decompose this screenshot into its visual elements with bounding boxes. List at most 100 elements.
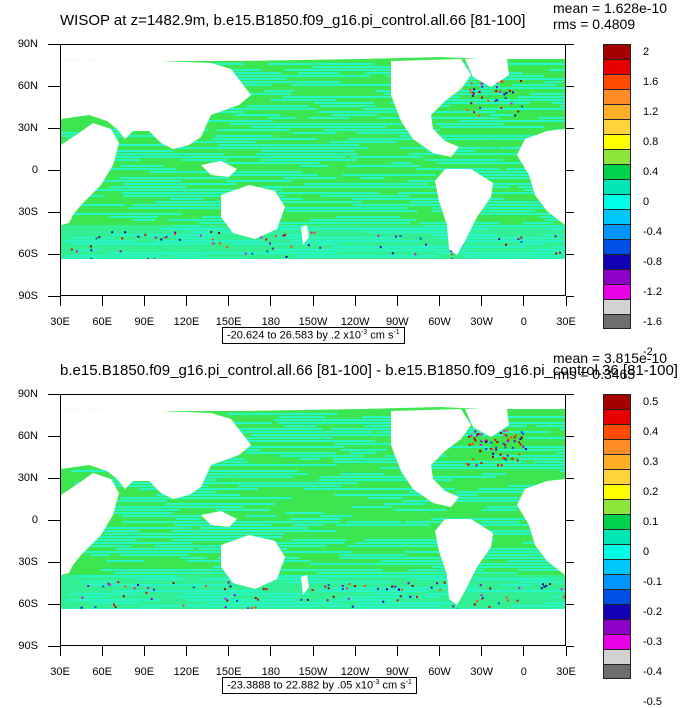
field-band xyxy=(242,530,337,532)
colorbar-label: 0.8 xyxy=(643,136,658,148)
field-band xyxy=(331,207,360,209)
field-speckle xyxy=(520,241,522,243)
field-band xyxy=(155,201,221,203)
field-band xyxy=(274,551,352,553)
field-speckle xyxy=(479,91,481,93)
field-band xyxy=(171,536,193,538)
field-band xyxy=(186,159,228,161)
x-tick-label: 0 xyxy=(521,666,527,678)
colorbar-box xyxy=(603,179,631,194)
field-speckle xyxy=(497,464,499,466)
field-band xyxy=(261,159,357,161)
colorbar-label: -0.8 xyxy=(643,256,662,268)
field-speckle xyxy=(496,86,498,88)
colorbar-label: 0.5 xyxy=(643,396,658,408)
field-band xyxy=(304,488,407,490)
field-band xyxy=(235,174,318,176)
field-speckle xyxy=(226,246,228,248)
field-speckle xyxy=(117,581,119,583)
colorbar-box xyxy=(603,134,631,149)
field-band xyxy=(284,425,317,427)
field-band xyxy=(71,470,106,472)
field-speckle xyxy=(90,249,92,251)
field-speckle xyxy=(468,464,470,466)
field-speckle xyxy=(473,111,475,113)
field-speckle xyxy=(386,588,388,590)
field-band xyxy=(290,518,341,520)
field-band xyxy=(341,449,387,451)
field-band xyxy=(560,470,565,472)
y-tick-right xyxy=(566,478,574,479)
field-speckle xyxy=(518,441,520,443)
field-speckle xyxy=(478,115,480,117)
field-band xyxy=(391,183,429,185)
field-band xyxy=(253,156,281,158)
field-speckle xyxy=(470,92,472,94)
x-tick xyxy=(186,296,187,306)
field-band xyxy=(261,186,360,188)
field-speckle xyxy=(265,588,267,590)
field-band xyxy=(461,446,491,448)
field-band xyxy=(264,90,294,92)
x-tick-label: 90W xyxy=(386,316,409,328)
field-band xyxy=(251,434,280,436)
field-speckle xyxy=(307,599,309,601)
x-tick-label: 90E xyxy=(135,666,155,678)
field-band xyxy=(546,120,565,122)
field-band xyxy=(482,509,517,511)
field-band xyxy=(121,165,164,167)
field-speckle xyxy=(479,107,481,109)
field-speckle xyxy=(245,253,247,255)
field-band xyxy=(368,497,403,499)
x-tick xyxy=(355,296,356,306)
colorbar-label: -0.4 xyxy=(643,226,662,238)
field-speckle xyxy=(491,448,493,450)
field-speckle xyxy=(324,586,326,588)
field-speckle xyxy=(354,585,356,587)
field-speckle xyxy=(225,606,227,608)
field-speckle xyxy=(134,587,136,589)
field-speckle xyxy=(290,246,292,248)
field-band xyxy=(235,108,293,110)
field-speckle xyxy=(473,88,475,90)
field-speckle xyxy=(507,455,509,457)
field-speckle xyxy=(173,582,175,584)
field-speckle xyxy=(482,597,484,599)
x-tick xyxy=(144,646,145,656)
field-speckle xyxy=(471,82,473,84)
field-band xyxy=(271,99,336,101)
field-band xyxy=(238,440,329,442)
y-tick xyxy=(48,212,60,213)
field-speckle xyxy=(469,89,471,91)
field-speckle xyxy=(263,588,265,590)
field-band xyxy=(181,557,207,559)
field-band xyxy=(425,159,502,161)
field-speckle xyxy=(444,582,446,584)
field-speckle xyxy=(506,429,508,431)
field-speckle xyxy=(520,237,522,239)
y-tick xyxy=(48,646,60,647)
field-band xyxy=(293,524,323,526)
field-band xyxy=(171,533,244,535)
field-speckle xyxy=(511,458,513,460)
field-speckle xyxy=(514,436,516,438)
field-speckle xyxy=(420,238,422,240)
field-band xyxy=(286,512,324,514)
x-tick xyxy=(566,646,567,656)
field-speckle xyxy=(542,583,544,585)
field-speckle xyxy=(489,588,491,590)
field-band xyxy=(518,569,549,571)
field-speckle xyxy=(399,235,401,237)
field-band xyxy=(528,78,565,80)
field-band xyxy=(485,464,548,466)
field-speckle xyxy=(377,235,379,237)
field-speckle xyxy=(102,585,104,587)
field-speckle xyxy=(328,587,330,589)
field-band xyxy=(459,90,491,92)
field-speckle xyxy=(472,95,474,97)
field-speckle xyxy=(522,433,524,435)
field-band xyxy=(246,515,276,517)
x-tick-label: 120W xyxy=(341,666,370,678)
field-speckle xyxy=(286,256,288,258)
field-band xyxy=(335,219,376,221)
